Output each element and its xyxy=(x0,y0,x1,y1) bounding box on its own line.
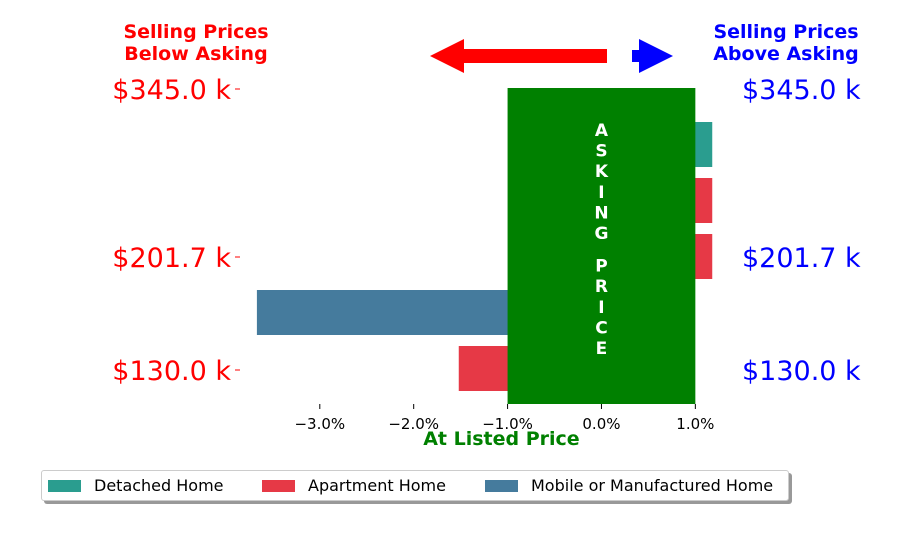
y-tick-label-left-3: $130.0 k xyxy=(112,356,231,387)
header-below-asking: Selling Prices Below Asking xyxy=(96,21,296,65)
header-below-asking-line2: Below Asking xyxy=(124,43,268,65)
legend: Detached Home Apartment Home Mobile or M… xyxy=(41,470,789,501)
legend-item-mobile: Mobile or Manufactured Home xyxy=(485,471,773,500)
asking-label-letter-12: E xyxy=(596,339,608,359)
asking-label-letter-8: P xyxy=(595,257,607,277)
asking-label-letter-10: I xyxy=(598,298,604,318)
arrow-left-icon xyxy=(430,39,607,73)
x-axis-label: At Listed Price xyxy=(423,428,579,450)
header-below-asking-line1: Selling Prices xyxy=(123,21,269,43)
arrow-right-icon xyxy=(632,39,673,73)
asking-label-letter-9: R xyxy=(595,277,608,297)
header-above-asking-line2: Above Asking xyxy=(713,43,859,65)
asking-label-letter-2: S xyxy=(595,142,607,162)
y-tick-label-right-1: $345.0 k xyxy=(742,75,861,106)
legend-swatch-detached xyxy=(48,479,81,492)
legend-item-detached: Detached Home xyxy=(48,471,224,500)
asking-label-letter-4: I xyxy=(598,183,604,203)
legend-swatch-mobile xyxy=(485,479,518,492)
asking-label-letter-6: G xyxy=(594,224,608,244)
asking-label-letter-3: K xyxy=(595,162,609,182)
header-above-asking-line1: Selling Prices xyxy=(713,21,859,43)
legend-label-apartment: Apartment Home xyxy=(308,476,446,495)
y-tick-label-right-3: $130.0 k xyxy=(742,356,861,387)
asking-label-letter-11: C xyxy=(595,318,607,338)
legend-item-apartment: Apartment Home xyxy=(262,471,446,500)
asking-label-letter-5: N xyxy=(594,203,608,223)
legend-label-mobile: Mobile or Manufactured Home xyxy=(531,476,774,495)
x-tick-label-3: −1.0% xyxy=(482,415,533,433)
y-tick-label-left-2: $201.7 k xyxy=(112,243,231,274)
legend-label-detached: Detached Home xyxy=(94,476,224,495)
y-tick-label-right-2: $201.7 k xyxy=(742,243,861,274)
x-tick-label-1: −3.0% xyxy=(294,415,345,433)
asking-label-letter-1: A xyxy=(595,121,609,141)
asking-price-band xyxy=(507,88,696,404)
x-tick-label-5: 1.0% xyxy=(676,415,714,433)
header-above-asking: Selling Prices Above Asking xyxy=(686,21,886,65)
x-tick-label-2: −2.0% xyxy=(388,415,439,433)
legend-swatch-apartment xyxy=(262,479,295,492)
y-tick-label-left-1: $345.0 k xyxy=(112,75,231,106)
x-tick-label-4: 0.0% xyxy=(582,415,620,433)
